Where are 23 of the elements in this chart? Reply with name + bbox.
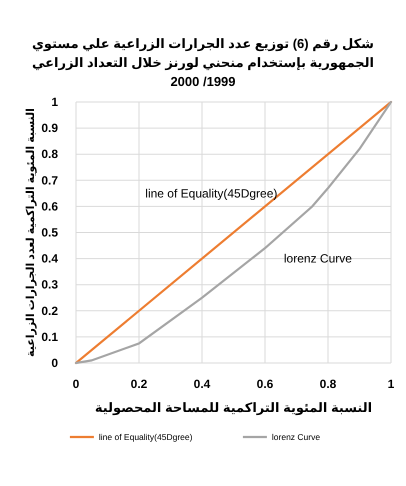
y-tick-label: 0.5 (41, 226, 58, 240)
y-tick-label: 1 (51, 95, 58, 109)
y-tick-label: 0 (51, 356, 58, 370)
y-tick-label: 0.2 (41, 304, 58, 318)
y-tick-label: 0.7 (41, 173, 58, 188)
x-tick-label: 0.4 (194, 377, 211, 391)
annotation: line of Equality(45Dgree) (145, 186, 278, 200)
y-tick-label: 0.1 (41, 330, 58, 344)
y-tick-label: 0.6 (41, 199, 58, 214)
x-tick-label: 0 (72, 377, 80, 391)
x-axis-title: النسبة المئوية التراكمية للمساحة المحصولية (94, 400, 372, 416)
x-tick-label: 0.2 (130, 377, 148, 391)
x-tick-label: 1 (388, 377, 395, 391)
x-tick-label: 0.6 (256, 377, 274, 391)
y-tick-label: 0.9 (41, 121, 58, 136)
legend-label: line of Equality(45Dgree) (98, 432, 193, 442)
legend-label: lorenz Curve (272, 432, 320, 442)
x-tick-label: 0.8 (320, 377, 337, 391)
y-tick-label: 0.4 (41, 252, 58, 266)
y-tick-label: 0.8 (41, 147, 58, 162)
annotation: lorenz Curve (284, 252, 352, 266)
y-axis-title: النسبة المئوية التراكمية لعدد الجرارات الزراعية (25, 108, 37, 357)
y-tick-label: 0.3 (41, 278, 58, 292)
